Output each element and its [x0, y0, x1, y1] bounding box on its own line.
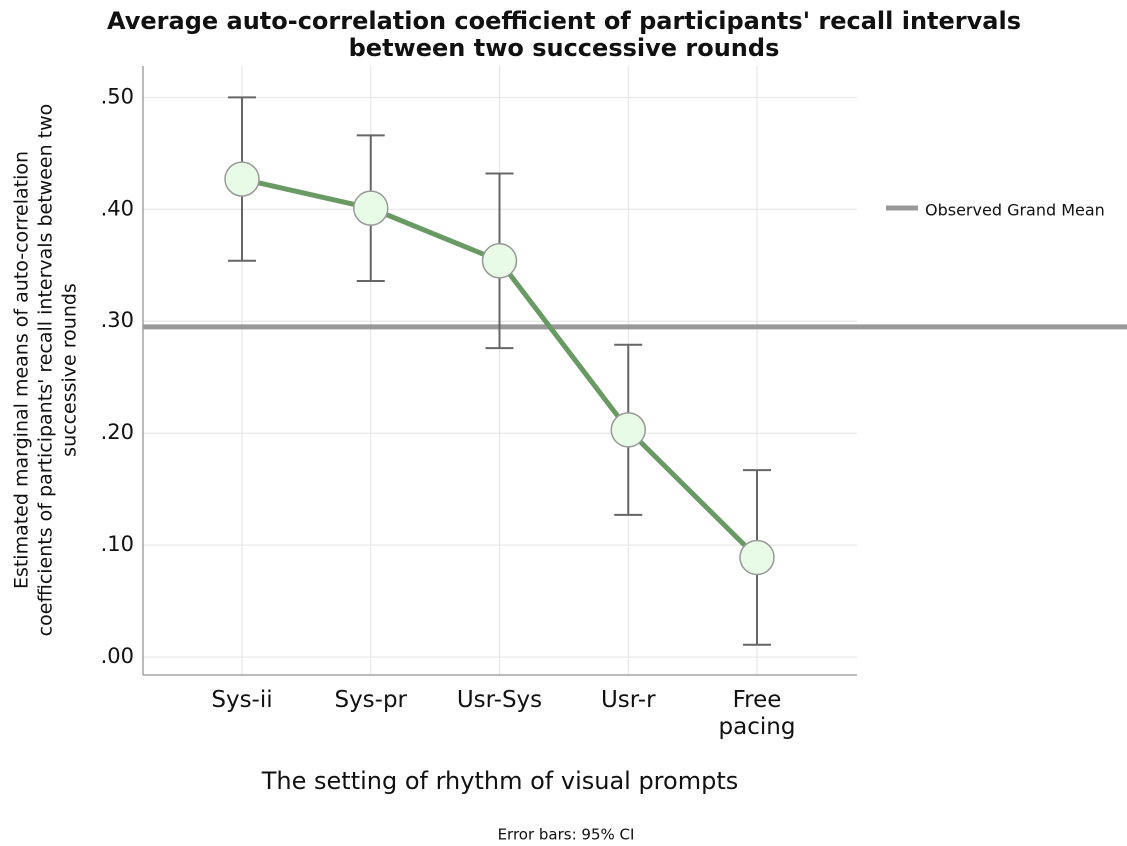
marker — [610, 412, 646, 448]
y-tick-label: .20 — [101, 420, 134, 444]
x-tick-label: Free pacing — [718, 687, 796, 740]
footnote: Error bars: 95% CI — [498, 826, 635, 844]
y-tick-label: .10 — [101, 532, 134, 556]
y-tick-label: .40 — [101, 196, 134, 220]
y-axis-label: coefficients of participants' recall int… — [35, 104, 57, 637]
y-axis-label: successive rounds — [59, 283, 81, 457]
marker — [224, 161, 260, 197]
y-axis-label: Estimated marginal means of auto-correla… — [11, 151, 33, 589]
y-tick-label: .50 — [101, 84, 134, 108]
x-axis-label: The setting of rhythm of visual prompts — [261, 767, 738, 795]
legend-label: Observed Grand Mean — [925, 201, 1105, 220]
x-tick-label: Usr-Sys — [456, 687, 543, 713]
y-tick-label: .30 — [101, 308, 134, 332]
marker — [481, 243, 518, 279]
y-tick-label: .00 — [101, 644, 134, 668]
chart-title: between two successive rounds — [349, 34, 780, 62]
x-tick-label: Sys-pr — [334, 687, 408, 713]
marker — [353, 190, 389, 226]
marker — [739, 539, 775, 576]
x-tick-label: Usr-r — [600, 687, 656, 713]
x-tick-label: Sys-ii — [211, 687, 273, 713]
chart-title: Average auto-correlation coefficient of … — [107, 7, 1021, 35]
